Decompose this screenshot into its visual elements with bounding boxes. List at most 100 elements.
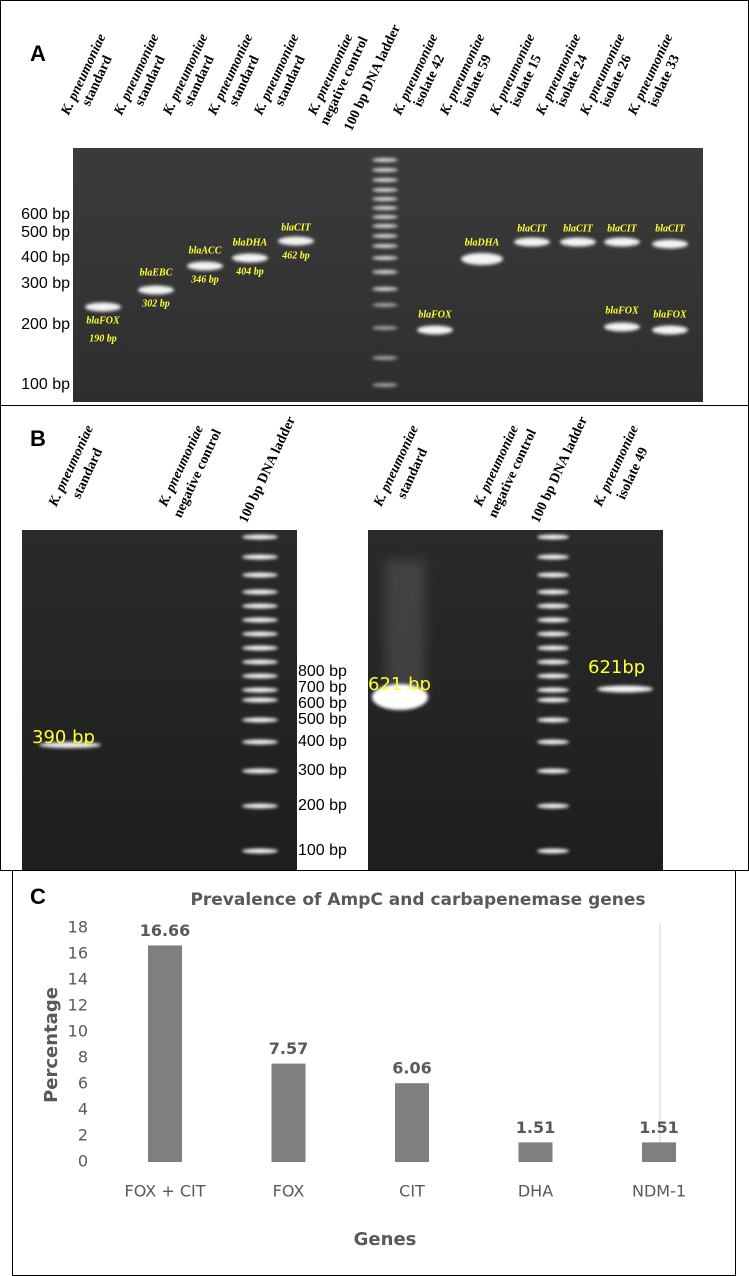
band-label: blaACC xyxy=(189,245,222,256)
band-size: 302 bp xyxy=(141,298,170,309)
band-size: 621bp xyxy=(588,657,645,678)
gel-band xyxy=(242,603,278,609)
gel-band xyxy=(537,768,569,774)
x-axis-label: Genes xyxy=(354,1229,417,1250)
gel-band xyxy=(537,697,569,703)
band-label: blaCIT xyxy=(655,223,685,234)
gel-band xyxy=(372,356,398,360)
smear xyxy=(385,560,425,700)
band-label: blaFOX xyxy=(418,309,452,320)
gel-band xyxy=(372,224,398,228)
gel-band xyxy=(372,244,398,248)
gel-band xyxy=(417,325,453,335)
gel-band xyxy=(372,383,398,387)
lane-label-line: 100 bp DNA ladder xyxy=(529,414,591,525)
gel-band xyxy=(242,848,278,854)
lane-label-line: 100 bp DNA ladder xyxy=(237,414,299,525)
gel-band xyxy=(232,253,268,263)
size-label: 300 bp xyxy=(298,762,347,779)
gel-band xyxy=(537,717,569,723)
gel-band xyxy=(242,803,278,809)
gel-band xyxy=(537,589,569,595)
band-label: blaCIT xyxy=(281,222,311,233)
gel-band xyxy=(242,534,278,540)
gel-band xyxy=(514,237,550,247)
gel-band xyxy=(242,645,278,651)
band-label: blaCIT xyxy=(563,223,593,234)
bar xyxy=(395,1083,429,1162)
gel-band xyxy=(537,554,569,560)
band-label: blaFOX xyxy=(605,305,639,316)
size-label: 500 bp xyxy=(21,224,70,241)
gel-band xyxy=(537,673,569,679)
panel-label: B xyxy=(30,426,46,451)
gel-band xyxy=(537,631,569,637)
gel-band xyxy=(537,848,569,854)
gel-band xyxy=(560,237,596,247)
band-label: blaCIT xyxy=(607,223,637,234)
gel-band xyxy=(39,742,101,748)
gel-band xyxy=(604,237,640,247)
band-size: 190 bp xyxy=(89,333,117,344)
gel-band xyxy=(537,603,569,609)
size-label: 100 bp xyxy=(298,842,347,859)
gel-band xyxy=(372,234,398,238)
band-label: blaFOX xyxy=(653,309,687,320)
gel-band xyxy=(537,534,569,540)
size-label: 700 bp xyxy=(298,679,347,696)
x-tick-label: NDM-1 xyxy=(632,1182,686,1201)
gel-band xyxy=(85,302,121,312)
gel-band xyxy=(242,739,278,745)
gel-band xyxy=(652,325,688,335)
gel-band xyxy=(372,684,428,710)
gel-band xyxy=(372,256,398,260)
lane-label: 100 bp DNA ladder xyxy=(237,414,299,525)
gel-band xyxy=(461,253,503,265)
y-axis-label: Percentage xyxy=(41,987,62,1103)
gel-band xyxy=(242,617,278,623)
size-label: 100 bp xyxy=(21,376,70,393)
band-size: 390 bp xyxy=(32,727,95,748)
gel-band xyxy=(242,768,278,774)
value-label: 16.66 xyxy=(140,921,191,940)
panel-label: C xyxy=(30,884,46,909)
x-tick-label: FOX xyxy=(273,1182,305,1201)
gel-band xyxy=(537,617,569,623)
band-size: 621 bp xyxy=(368,674,431,695)
gel-band xyxy=(537,803,569,809)
gel-band xyxy=(604,322,640,332)
gel-band xyxy=(372,270,398,274)
gel-band xyxy=(242,589,278,595)
value-label: 6.06 xyxy=(392,1059,431,1078)
bar xyxy=(148,945,182,1162)
bar xyxy=(518,1142,553,1162)
panel-c-frame xyxy=(12,870,736,1276)
gel-band xyxy=(372,168,398,172)
gel-band xyxy=(372,206,398,210)
gel-band xyxy=(597,685,653,693)
size-label: 500 bp xyxy=(298,711,347,728)
gel-band xyxy=(372,303,398,307)
gel-band xyxy=(242,659,278,665)
band-label: blaDHA xyxy=(233,237,268,248)
size-label: 400 bp xyxy=(21,249,70,266)
band-label: blaFOX xyxy=(86,315,120,326)
y-tick-label: 0 xyxy=(78,1152,88,1171)
y-tick-label: 18 xyxy=(68,918,88,937)
gel-band xyxy=(372,178,398,182)
y-tick-label: 10 xyxy=(68,1022,88,1041)
gel-band xyxy=(242,697,278,703)
gel-band xyxy=(537,572,569,578)
band-size: 346 bp xyxy=(190,274,219,285)
value-label: 7.57 xyxy=(269,1039,308,1058)
value-label: 1.51 xyxy=(639,1118,678,1137)
y-tick-label: 12 xyxy=(68,996,88,1015)
gel-band xyxy=(537,687,569,693)
gel-band xyxy=(242,717,278,723)
gel-band xyxy=(372,188,398,192)
